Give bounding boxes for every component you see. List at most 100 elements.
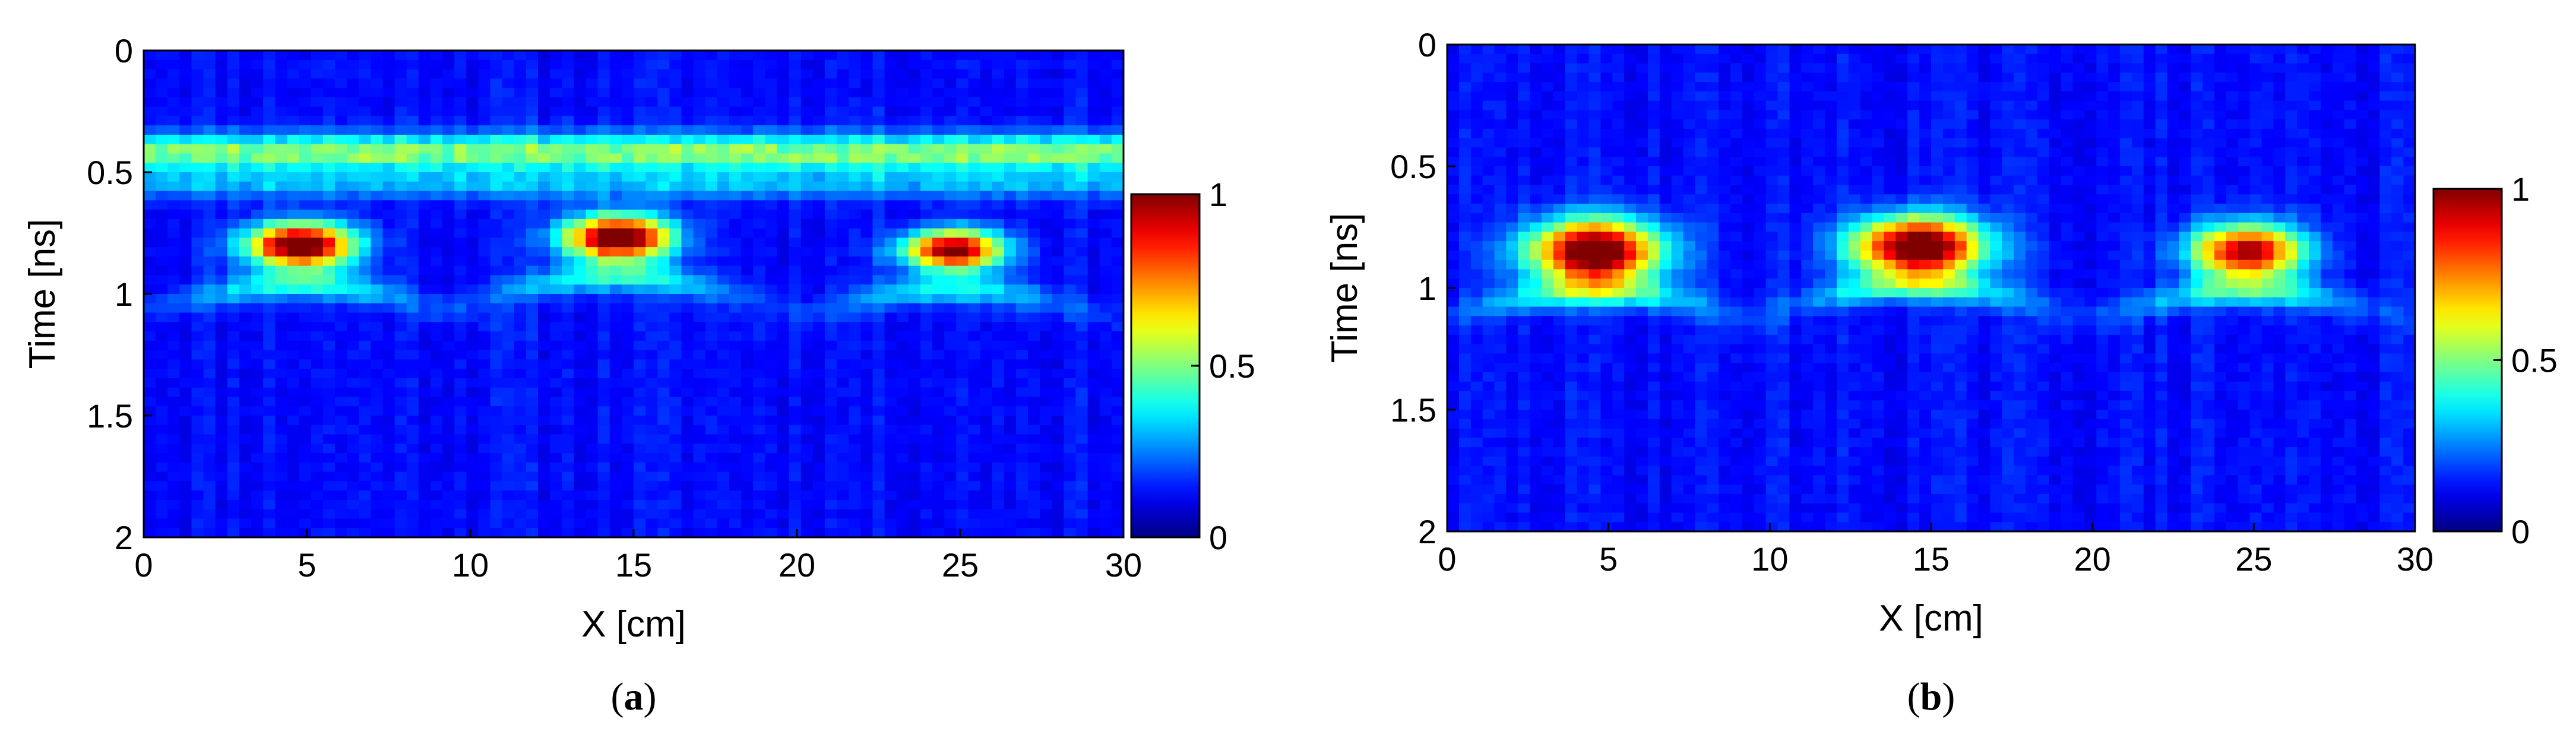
heatmap-cell	[526, 340, 539, 351]
heatmap-cell	[872, 303, 885, 314]
heatmap-cell	[179, 434, 192, 445]
heatmap-cell	[944, 50, 957, 61]
heatmap-cell	[1064, 275, 1077, 286]
heatmap-cell	[681, 331, 694, 341]
heatmap-cell	[586, 434, 599, 445]
heatmap-cell	[263, 191, 276, 201]
heatmap-cell	[347, 97, 359, 107]
heatmap-cell	[634, 275, 646, 286]
heatmap-cell	[454, 200, 467, 210]
heatmap-cell	[1015, 97, 1028, 107]
heatmap-cell	[490, 50, 503, 61]
heatmap-cell	[837, 471, 849, 482]
heatmap-cell	[2037, 100, 2050, 111]
heatmap-cell	[657, 144, 670, 154]
heatmap-cell	[227, 378, 240, 388]
heatmap-cell	[1695, 63, 1708, 74]
heatmap-cell	[394, 238, 407, 248]
heatmap-cell	[215, 322, 228, 332]
heatmap-cell	[299, 425, 312, 435]
heatmap-cell	[156, 331, 169, 341]
heatmap-cell	[526, 303, 539, 314]
heatmap-cell	[1028, 359, 1040, 369]
heatmap-cell	[2096, 63, 2109, 74]
heatmap-cell	[562, 191, 575, 201]
heatmap-cell	[872, 481, 885, 491]
heatmap-cell	[502, 153, 515, 164]
heatmap-cell	[765, 359, 778, 369]
heatmap-cell	[1624, 72, 1637, 83]
heatmap-cell	[705, 69, 718, 80]
heatmap-cell	[144, 425, 156, 435]
heatmap-cell	[394, 210, 407, 220]
heatmap-cell	[239, 125, 252, 135]
heatmap-cell	[227, 331, 240, 341]
heatmap-cell	[693, 462, 706, 473]
heatmap-cell	[968, 322, 981, 332]
heatmap-cell	[394, 499, 407, 510]
heatmap-cell	[2155, 63, 2168, 74]
heatmap-cell	[812, 528, 825, 538]
heatmap-cell	[860, 499, 874, 510]
heatmap-cell	[2261, 82, 2274, 92]
heatmap-cell	[1028, 425, 1040, 435]
heatmap-cell	[1111, 78, 1124, 88]
heatmap-cell	[2202, 63, 2215, 74]
heatmap-cell	[167, 471, 181, 482]
heatmap-cell	[2391, 110, 2404, 120]
heatmap-cell	[550, 462, 563, 473]
heatmap-cell	[884, 265, 897, 276]
heatmap-cell	[932, 331, 945, 341]
heatmap-cell	[693, 509, 706, 520]
colorbar-gradient	[1130, 193, 1201, 539]
heatmap-cell	[2344, 63, 2357, 74]
heatmap-cell	[1966, 53, 1979, 64]
heatmap-cell	[634, 303, 646, 314]
heatmap-cell	[705, 499, 718, 510]
heatmap-cell	[394, 69, 407, 80]
heatmap-cell	[1825, 100, 1837, 111]
heatmap-cell	[371, 218, 384, 229]
heatmap-cell	[753, 265, 766, 276]
heatmap-cell	[824, 406, 837, 416]
heatmap-cell	[586, 50, 599, 61]
heatmap-cell	[538, 247, 550, 257]
heatmap-cell	[179, 499, 192, 510]
heatmap-cell	[932, 387, 945, 398]
heatmap-cell	[179, 116, 192, 126]
heatmap-cell	[538, 88, 550, 98]
heatmap-cell	[980, 528, 993, 538]
heatmap-cell	[800, 200, 814, 210]
heatmap-cell	[502, 106, 515, 117]
heatmap-cell	[693, 340, 706, 351]
heatmap-cell	[753, 369, 766, 379]
heatmap-cell	[371, 490, 384, 501]
heatmap-cell	[466, 518, 479, 529]
heatmap-cell	[371, 153, 384, 164]
heatmap-cell	[2096, 100, 2109, 111]
heatmap-cell	[191, 88, 204, 98]
heatmap-cell	[789, 528, 802, 538]
heatmap-cell	[789, 378, 802, 388]
heatmap-cell	[466, 284, 479, 294]
heatmap-cell	[609, 210, 622, 220]
heatmap-cell	[992, 265, 1005, 276]
heatmap-cell	[334, 218, 347, 229]
heatmap-cell	[287, 247, 300, 257]
heatmap-cell	[956, 453, 969, 463]
heatmap-cell	[502, 218, 515, 229]
heatmap-cell	[1099, 481, 1112, 491]
heatmap-cell	[191, 50, 204, 61]
heatmap-cell	[156, 238, 169, 248]
heatmap-cell	[849, 528, 862, 538]
heatmap-cell	[406, 256, 419, 267]
heatmap-cell	[789, 163, 802, 173]
heatmap-cell	[203, 256, 216, 267]
heatmap-cell	[203, 518, 216, 529]
heatmap-cell	[2014, 100, 2026, 111]
heatmap-cell	[1028, 369, 1040, 379]
heatmap-cell	[526, 406, 539, 416]
heatmap-cell	[514, 210, 527, 220]
heatmap-cell	[872, 453, 885, 463]
heatmap-cell	[2391, 53, 2404, 64]
